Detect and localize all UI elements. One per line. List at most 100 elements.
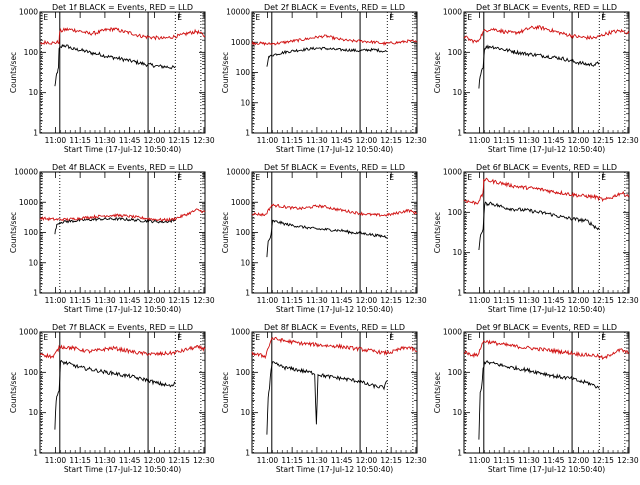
events-series-line [54,360,176,430]
x-tick-label: 12:15 [380,456,402,465]
y-tick-label: 100 [448,48,463,57]
x-tick-label: 11:00 [469,456,491,465]
chart-panel-3: Det 3f BLACK = Events, RED = LLD 1 10 100 10… [433,3,639,154]
y-tick-label: 10 [240,98,250,107]
y-axis-label: Counts/sec [221,52,230,93]
x-tick-label: 12:30 [405,136,427,145]
x-tick-label: 11:45 [543,296,565,305]
x-tick-label: 11:15 [69,296,91,305]
y-tick-label: 1 [33,288,38,297]
y-tick-label: 1000 [231,328,250,337]
lld-series-line [39,27,206,46]
x-tick-label: 12:15 [592,456,614,465]
y-axis-label: Counts/sec [221,212,230,253]
y-tick-label: 100 [448,208,463,217]
time-marker-label: E [467,173,472,182]
x-tick-label: 11:45 [543,456,565,465]
time-marker-label: E [467,333,472,342]
x-tick-label: 12:15 [168,456,190,465]
time-marker-label: E [177,13,182,22]
y-axis-label: Counts/sec [221,372,230,413]
chart-title: Det 6f BLACK = Events, RED = LLD [476,163,617,172]
y-tick-label: 1 [457,448,462,457]
chart-title: Det 9f BLACK = Events, RED = LLD [476,323,617,332]
x-tick-label: 11:30 [94,136,116,145]
time-marker-label: E [177,173,182,182]
chart-title: Det 7f BLACK = Events, RED = LLD [52,323,193,332]
lld-series-line [39,208,206,222]
y-tick-label: 1 [245,288,250,297]
x-tick-label: 11:00 [257,296,279,305]
chart-panel-1: Det 1f BLACK = Events, RED = LLD 1 10 100 10… [9,3,215,154]
x-tick-label: 12:00 [144,456,166,465]
y-axis-label: Counts/sec [433,372,442,413]
x-tick-label: 11:15 [69,136,91,145]
y-tick-label: 100 [236,368,251,377]
chart-panel-4: Det 4f BLACK = Events, RED = LLD 1 10 100 10… [9,163,215,314]
y-tick-label: 10 [240,408,250,417]
x-tick-label: 12:15 [380,136,402,145]
y-tick-label: 1000 [19,8,38,17]
y-tick-label: 1 [245,128,250,137]
x-tick-label: 11:00 [45,456,67,465]
plot-frame [39,11,206,134]
chart-panel-5: Det 5f BLACK = Events, RED = LLD 1 10 100 10… [221,163,427,314]
x-tick-label: 12:30 [193,296,215,305]
events-series-line [54,43,176,87]
y-tick-label: 10000 [226,8,250,17]
chart-title: Det 8f BLACK = Events, RED = LLD [264,323,405,332]
chart-title: Det 1f BLACK = Events, RED = LLD [52,3,193,12]
lld-series-line [464,339,630,360]
time-marker-label: E [255,173,260,182]
time-marker-label: E [389,173,394,182]
lld-series-line [251,203,418,217]
y-axis-label: Counts/sec [9,212,18,253]
lld-series-line [251,336,417,360]
y-tick-label: 1000 [231,38,250,47]
x-axis-label: Start Time (17-Jul-12 10:50:40) [64,145,181,154]
y-tick-label: 100 [448,368,463,377]
plot-frame [39,171,206,294]
y-tick-label: 1000 [19,328,38,337]
x-tick-label: 11:15 [281,136,303,145]
y-tick-label: 10 [452,248,462,257]
plot-frame [251,11,418,134]
events-series-line [478,44,600,89]
x-tick-label: 12:00 [356,136,378,145]
y-tick-label: 10 [452,408,462,417]
chart-panel-2: Det 2f BLACK = Events, RED = LLD 1 10 100 10… [221,3,427,154]
time-marker-label: E [177,333,182,342]
plot-frame [251,171,418,294]
time-marker-label: E [43,333,48,342]
y-tick-label: 1000 [231,198,250,207]
x-tick-label: 11:45 [331,296,353,305]
events-series-line [54,216,176,235]
x-axis-label: Start Time (17-Jul-12 10:50:40) [276,305,393,314]
x-tick-label: 12:00 [144,136,166,145]
x-tick-label: 11:30 [518,136,540,145]
chart-panel-9: Det 9f BLACK = Events, RED = LLD 1 10 100 10… [433,323,639,474]
plot-frame [39,331,206,454]
x-tick-label: 11:45 [331,136,353,145]
x-tick-label: 12:30 [405,296,427,305]
x-tick-label: 11:30 [306,296,328,305]
plot-frame [463,171,630,294]
lld-series-line [251,34,418,47]
x-tick-label: 12:30 [193,456,215,465]
chart-panel-8: Det 8f BLACK = Events, RED = LLD 1 10 100 10… [221,323,427,474]
y-tick-label: 10 [28,258,38,267]
x-tick-label: 12:00 [568,296,590,305]
x-tick-label: 11:45 [119,456,141,465]
x-tick-label: 12:00 [144,296,166,305]
x-tick-label: 12:30 [617,136,639,145]
events-series-line [478,201,600,251]
events-series-line [266,361,388,435]
y-axis-label: Counts/sec [9,372,18,413]
x-tick-label: 11:45 [331,456,353,465]
y-tick-label: 100 [236,68,251,77]
plot-frame [251,331,418,454]
x-tick-label: 12:15 [168,296,190,305]
x-axis-label: Start Time (17-Jul-12 10:50:40) [276,145,393,154]
x-tick-label: 11:30 [94,296,116,305]
x-tick-label: 12:30 [617,456,639,465]
